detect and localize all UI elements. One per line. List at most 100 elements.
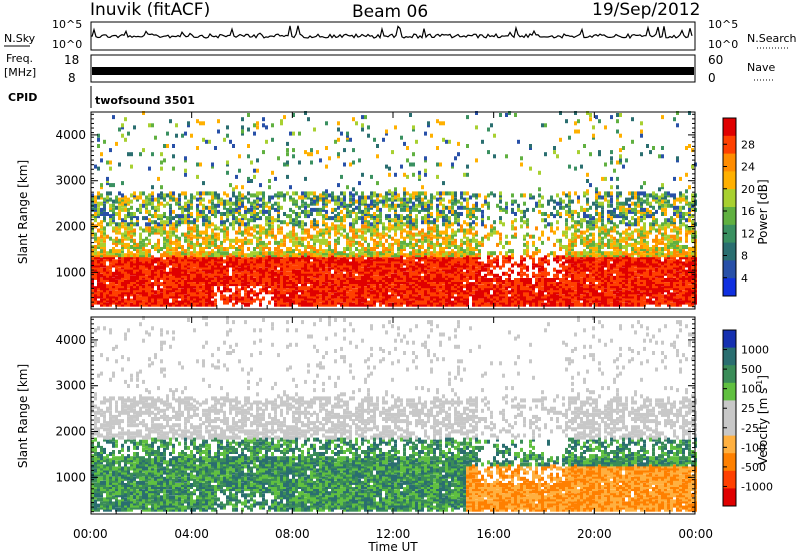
heatmap-cell: [136, 216, 139, 221]
heatmap-cell: [91, 265, 94, 270]
heatmap-cell: [244, 298, 247, 303]
heatmap-cell: [367, 214, 370, 219]
heatmap-cell: [337, 201, 340, 206]
heatmap-cell: [115, 302, 118, 307]
heatmap-cell: [322, 271, 325, 276]
heatmap-cell: [142, 191, 145, 196]
heatmap-cell: [298, 278, 301, 282]
heatmap-cell: [112, 292, 115, 297]
heatmap-cell: [361, 209, 364, 214]
heatmap-cell: [337, 261, 340, 266]
heatmap-cell: [385, 164, 388, 169]
heatmap-cell: [391, 253, 394, 258]
heatmap-cell: [133, 292, 136, 297]
heatmap-cell: [457, 218, 460, 223]
heatmap-cell: [454, 296, 457, 301]
heatmap-cell: [421, 284, 424, 289]
heatmap-cell: [493, 278, 496, 282]
heatmap-cell: [418, 265, 421, 270]
heatmap-cell: [436, 146, 439, 150]
heatmap-cell: [427, 199, 430, 204]
heatmap-cell: [127, 253, 130, 258]
heatmap-cell: [442, 249, 445, 254]
heatmap-cell: [337, 292, 340, 297]
heatmap-cell: [298, 240, 301, 245]
heatmap-cell: [163, 288, 166, 293]
heatmap-cell: [202, 271, 205, 276]
heatmap-cell: [484, 195, 487, 200]
heatmap-cell: [292, 148, 295, 153]
heatmap-cell: [292, 275, 295, 280]
heatmap-cell: [358, 267, 361, 272]
heatmap-cell: [328, 199, 331, 204]
heatmap-cell: [166, 222, 169, 227]
heatmap-cell: [427, 257, 430, 262]
heatmap-cell: [316, 230, 319, 235]
heatmap-cell: [376, 222, 379, 227]
heatmap-cell: [277, 253, 280, 258]
heatmap-cell: [181, 302, 184, 307]
heatmap-cell: [271, 224, 274, 229]
heatmap-cell: [139, 191, 142, 196]
heatmap-cell: [241, 238, 244, 243]
heatmap-cell: [352, 261, 355, 266]
heatmap-cell: [331, 249, 334, 254]
heatmap-cell: [142, 261, 145, 266]
heatmap-cell: [439, 269, 442, 274]
heatmap-cell: [451, 267, 454, 272]
heatmap-cell: [271, 216, 274, 221]
heatmap-cell: [400, 263, 403, 268]
heatmap-cell: [433, 298, 436, 303]
heatmap-cell: [142, 228, 145, 233]
heatmap-cell: [313, 265, 316, 270]
heatmap-cell: [106, 191, 109, 196]
heatmap-cell: [256, 158, 259, 163]
heatmap-cell: [142, 111, 145, 115]
heatmap-cell: [229, 183, 232, 188]
heatmap-cell: [247, 278, 250, 282]
heatmap-cell: [412, 152, 415, 157]
heatmap-cell: [325, 201, 328, 206]
heatmap-cell: [409, 197, 412, 202]
heatmap-cell: [262, 123, 265, 128]
heatmap-cell: [487, 150, 490, 155]
heatmap-cell: [316, 201, 319, 206]
heatmap-cell: [457, 212, 460, 216]
heatmap-cell: [112, 203, 115, 208]
heatmap-cell: [433, 226, 436, 231]
heatmap-cell: [253, 123, 256, 128]
heatmap-cell: [229, 261, 232, 266]
heatmap-cell: [274, 207, 277, 212]
heatmap-cell: [178, 201, 181, 206]
heatmap-cell: [244, 267, 247, 272]
heatmap-cell: [100, 230, 103, 235]
heatmap-cell: [274, 288, 277, 293]
heatmap-cell: [457, 228, 460, 233]
heatmap-cell: [460, 205, 463, 210]
heatmap-cell: [466, 164, 469, 169]
heatmap-cell: [370, 201, 373, 206]
heatmap-cell: [148, 222, 151, 227]
heatmap-cell: [157, 302, 160, 307]
heatmap-cell: [451, 302, 454, 307]
heatmap-cell: [454, 261, 457, 266]
heatmap-cell: [484, 234, 487, 239]
heatmap-cell: [454, 156, 457, 161]
heatmap-cell: [436, 265, 439, 270]
heatmap-cell: [226, 193, 229, 198]
heatmap-cell: [223, 212, 226, 216]
heatmap-cell: [187, 284, 190, 289]
heatmap-cell: [211, 191, 214, 196]
heatmap-cell: [271, 137, 274, 142]
heatmap-cell: [457, 298, 460, 303]
heatmap-cell: [97, 275, 100, 280]
heatmap-cell: [406, 259, 409, 264]
heatmap-cell: [310, 212, 313, 216]
heatmap-cell: [337, 255, 340, 260]
heatmap-cell: [442, 261, 445, 266]
heatmap-cell: [448, 191, 451, 196]
heatmap-cell: [322, 302, 325, 307]
heatmap-cell: [466, 255, 469, 260]
heatmap-cell: [199, 212, 202, 216]
heatmap-cell: [382, 278, 385, 282]
